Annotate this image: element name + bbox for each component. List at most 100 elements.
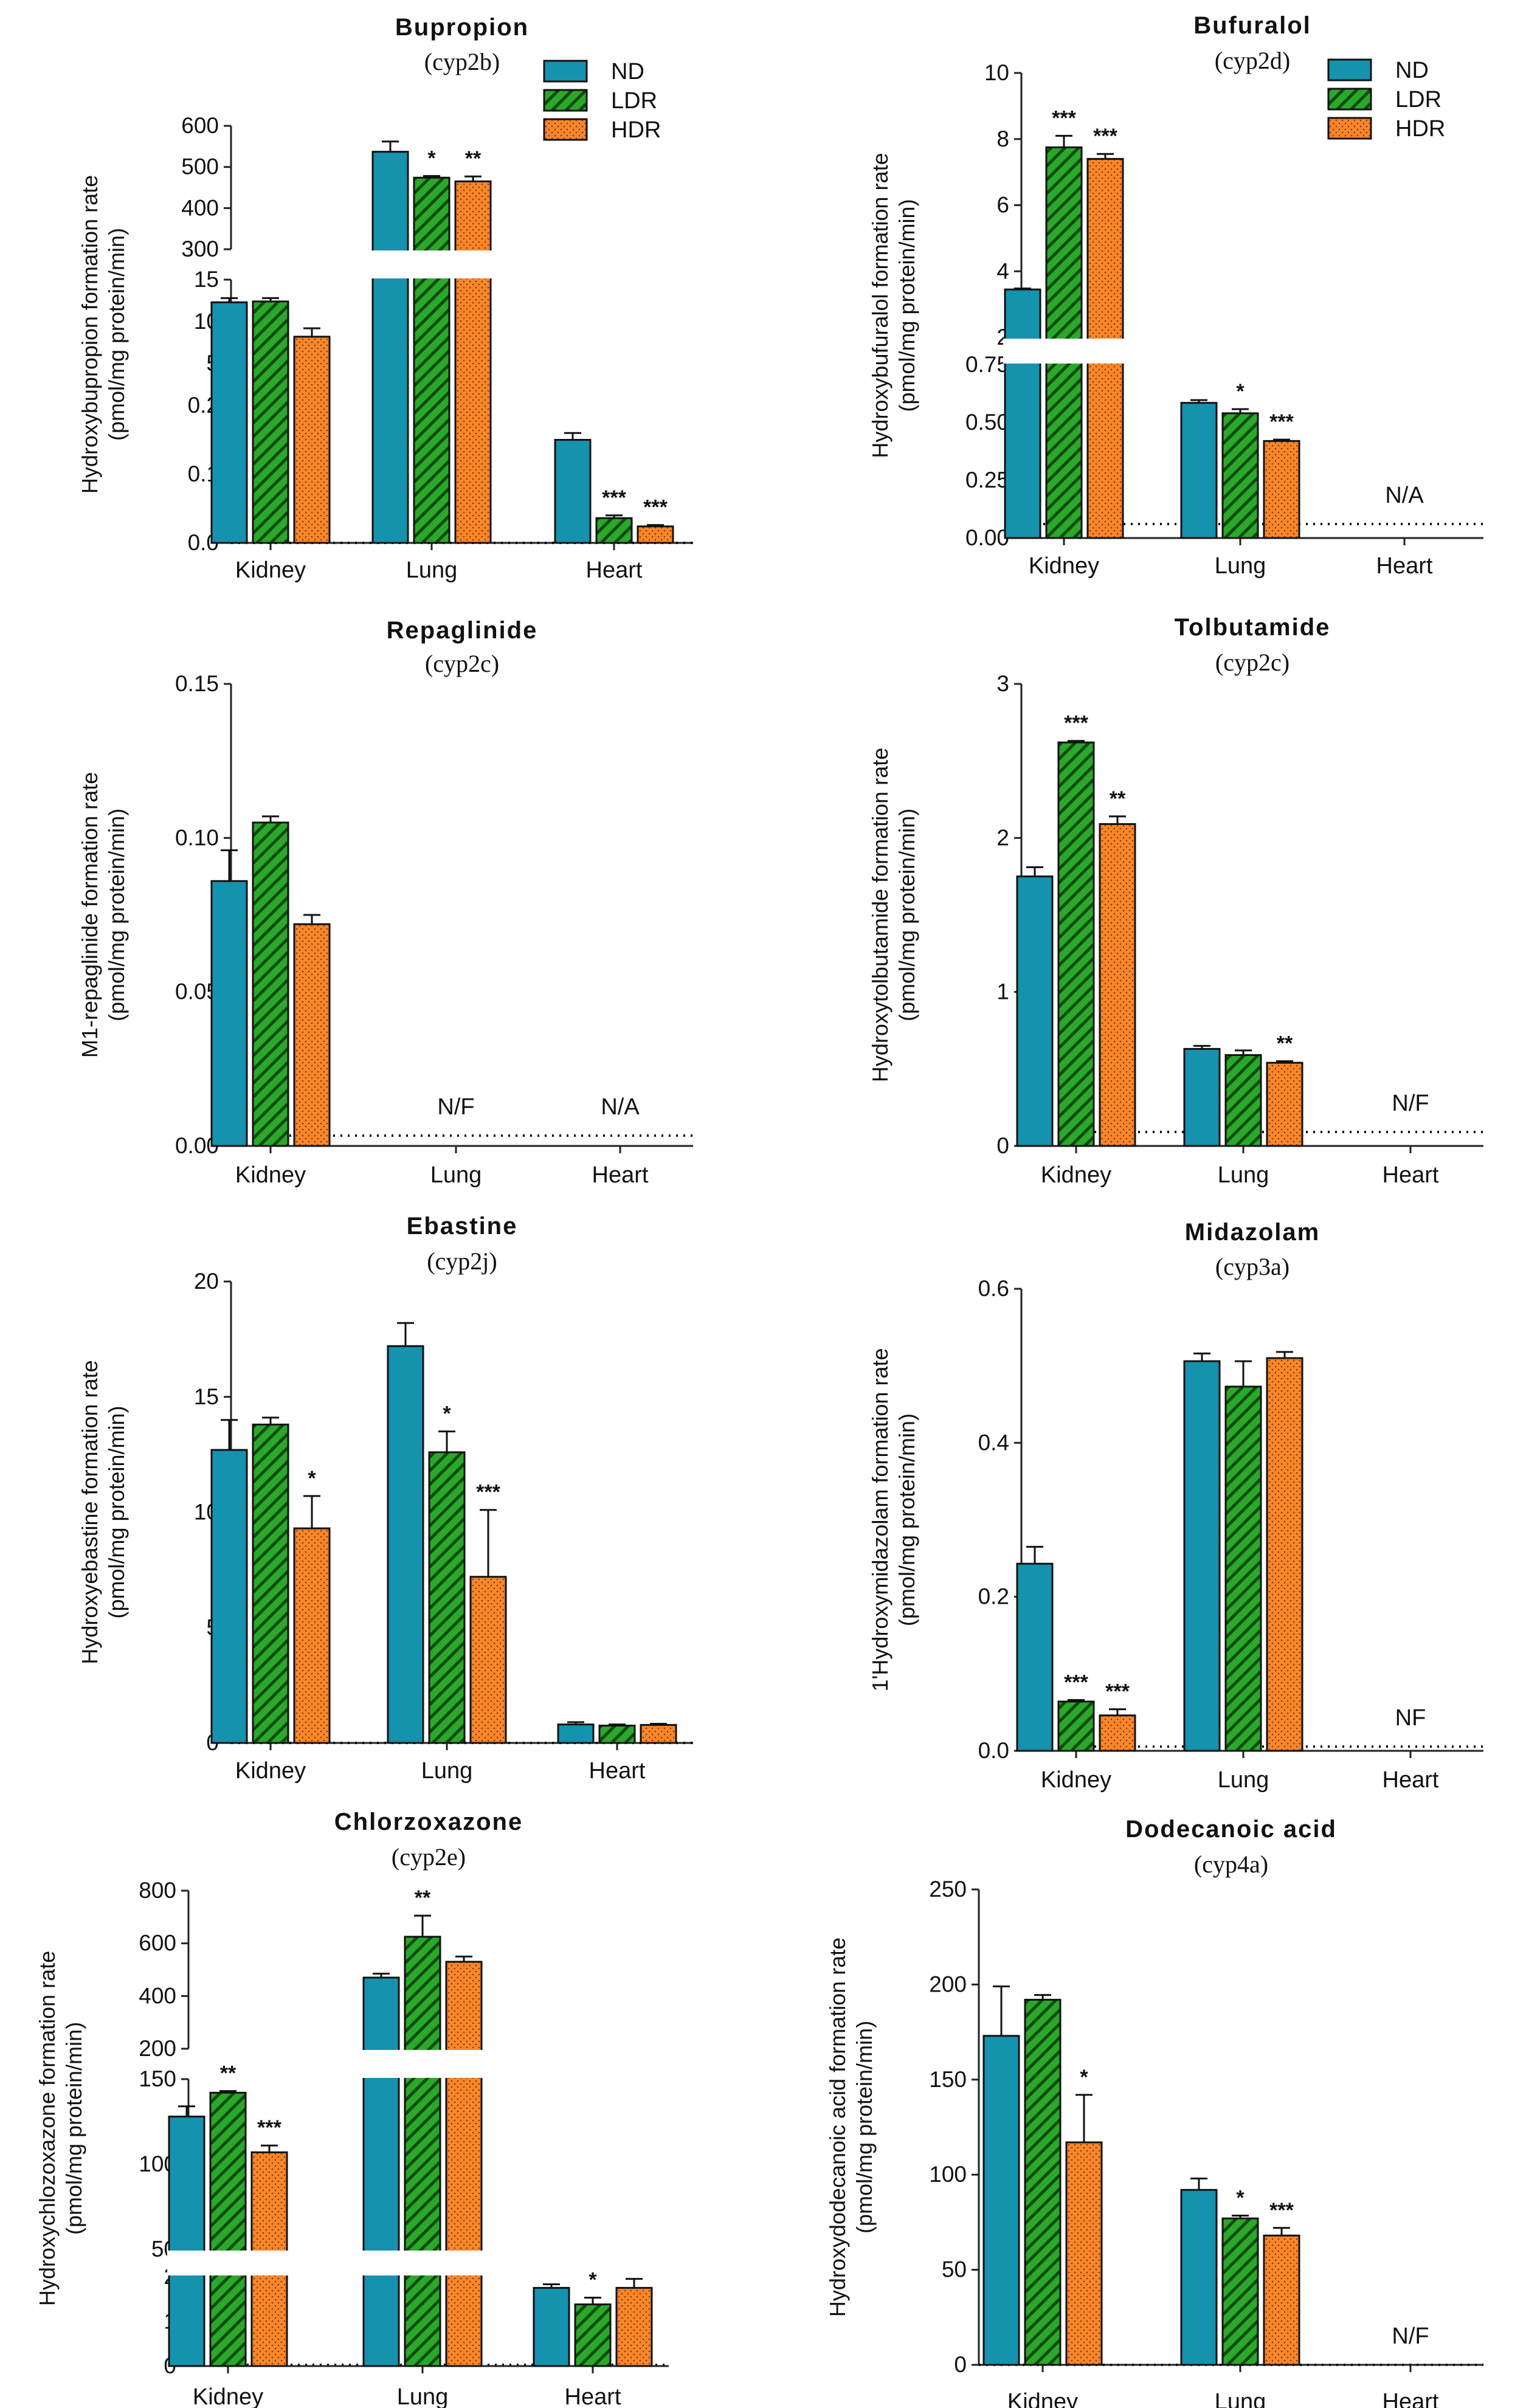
- chart-panel-1: Bupropion (cyp2b) Hydroxybupropion formati…: [77, 14, 693, 583]
- bar-ldr-kidney: [1057, 741, 1095, 1147]
- y-axis-label: M1-repaglinide formation rate (pmol/mg pr…: [77, 772, 129, 1058]
- bar-ldr-kidney: [1024, 1998, 1062, 2366]
- x-category-label: Kidney: [235, 557, 306, 583]
- y-tick-label: 0.15: [175, 671, 219, 696]
- not-available-note: N/F: [1392, 1091, 1429, 1116]
- significance-stars: ***: [1052, 106, 1076, 129]
- y-tick-label: 200: [929, 1972, 967, 1996]
- axis-break-gap: [167, 2251, 206, 2275]
- y-axis-label-line1: Hydroxybupropion formation rate: [77, 175, 102, 494]
- significance-stars: *: [1080, 2066, 1088, 2089]
- axis-break-gap: [1044, 339, 1083, 364]
- chart-subtitle: (cyp4a): [1194, 1851, 1268, 1878]
- bar-hdr-heart: [640, 1723, 677, 1744]
- bar-hdr-heart: [637, 525, 674, 544]
- significance-stars: ***: [602, 486, 626, 509]
- bar-hdr-lung: [1263, 2234, 1300, 2366]
- y-axis-label-line1: Hydroxydodecanoic acid formation rate: [825, 1937, 850, 2317]
- significance-stars: ***: [1064, 712, 1088, 735]
- axis-break-gap: [403, 2050, 442, 2078]
- chart-title: Bufuralol: [1193, 12, 1311, 39]
- chart-title: Dodecanoic acid: [1125, 1816, 1337, 1843]
- bar-hdr-lung: [454, 180, 492, 544]
- x-category-label: Kidney: [193, 2384, 263, 2408]
- y-tick-label: 150: [929, 2067, 967, 2092]
- bar-ldr-kidney: [209, 2091, 247, 2367]
- y-axis-label-line2: (pmol/mg protein/min): [104, 809, 129, 1021]
- significance-stars: ***: [1093, 125, 1117, 148]
- significance-stars: **: [220, 2062, 236, 2085]
- bar-hdr-kidney: [293, 336, 331, 544]
- y-tick-label: 400: [139, 1983, 176, 2008]
- legend-label-ldr: LDR: [611, 88, 657, 114]
- bar-ldr-lung: [1221, 412, 1259, 539]
- axis-break-gap: [362, 2050, 401, 2078]
- legend-label-nd: ND: [611, 59, 644, 85]
- axis-break-gap: [209, 2251, 247, 2275]
- y-tick-label: 2: [996, 825, 1009, 850]
- x-category-label: Lung: [1218, 1162, 1269, 1188]
- y-tick-label: 200: [139, 2036, 176, 2061]
- legend-swatch-hdr: [543, 118, 588, 141]
- significance-stars: ***: [257, 2116, 281, 2139]
- bar-nd-lung: [362, 1976, 400, 2367]
- y-tick-label: 0.25: [965, 467, 1009, 492]
- bar-nd-lung: [1183, 1047, 1221, 1147]
- not-available-note: N/F: [437, 1094, 474, 1120]
- x-category-label: Heart: [1383, 1162, 1439, 1188]
- legend: ND LDR HDR: [1327, 58, 1445, 142]
- chart-panel-6: Midazolam (cyp3a) 1'Hydroxymidazolam forma…: [868, 1219, 1483, 1793]
- bar-nd-kidney: [210, 301, 248, 544]
- significance-stars: ***: [643, 496, 668, 519]
- y-axis-label: Hydroxychlozoxazone formation rate (pmol/…: [35, 1951, 86, 2306]
- chart-panel-2: Bufuralol (cyp2d) Hydroxybufuralol formati…: [868, 12, 1483, 579]
- chart-subtitle: (cyp2c): [425, 650, 499, 677]
- chart-panel-4: Tolbutamide (cyp2c) Hydroxytolbutamide for…: [868, 614, 1483, 1188]
- significance-stars: *: [427, 147, 436, 170]
- axis-break-gap: [250, 2251, 289, 2275]
- significance-stars: ***: [1269, 2199, 1294, 2222]
- y-tick-label: 0.10: [175, 825, 219, 850]
- y-tick-label: 300: [181, 236, 219, 261]
- chart-subtitle: (cyp3a): [1215, 1253, 1290, 1280]
- significance-stars: *: [1236, 380, 1245, 403]
- x-category-label: Kidney: [1007, 2389, 1078, 2408]
- bar-ldr-lung: [404, 1936, 441, 2367]
- axis-break-gap: [412, 250, 451, 278]
- bar-nd-lung: [387, 1345, 424, 1744]
- chart-title: Chlorzoxazone: [334, 1809, 523, 1835]
- y-tick-label: 0: [996, 1133, 1009, 1158]
- y-tick-label: 250: [929, 1877, 967, 1902]
- x-category-label: Heart: [1383, 1767, 1439, 1793]
- y-axis-label-line2: (pmol/mg protein/min): [104, 228, 129, 441]
- bar-ldr-lung: [413, 176, 451, 544]
- y-axis-label-line2: (pmol/mg protein/min): [104, 1406, 129, 1618]
- not-available-note: NF: [1395, 1705, 1426, 1731]
- significance-stars: **: [1277, 1032, 1293, 1055]
- x-category-label: Kidney: [1029, 553, 1099, 579]
- y-axis-label-line1: Hydroxyebastine formation rate: [77, 1360, 102, 1664]
- y-tick-label: 0: [954, 2352, 967, 2377]
- bar-nd-lung: [1183, 1360, 1221, 1752]
- significance-stars: **: [1110, 787, 1126, 810]
- y-tick-label: 0.2: [978, 1584, 1009, 1609]
- y-tick-label: 10: [984, 60, 1009, 85]
- y-tick-label: 50: [942, 2257, 967, 2282]
- bar-nd-kidney: [1016, 875, 1054, 1147]
- bar-ldr-heart: [595, 517, 633, 544]
- bar-hdr-kidney: [1099, 1714, 1136, 1752]
- bar-hdr-kidney: [293, 1527, 331, 1744]
- x-category-label: Heart: [589, 1758, 646, 1784]
- y-axis-label-line2: (pmol/mg protein/min): [894, 199, 919, 412]
- significance-stars: *: [1236, 2186, 1245, 2209]
- legend-swatch-nd: [1327, 58, 1372, 81]
- x-category-label: Lung: [1218, 1767, 1269, 1793]
- x-category-label: Heart: [586, 557, 643, 583]
- chart-title: Tolbutamide: [1175, 614, 1331, 641]
- y-axis-label-line2: (pmol/mg protein/min): [852, 2021, 877, 2234]
- significance-stars: *: [308, 1467, 316, 1490]
- y-axis-label: Hydroxybufuralol formation rate (pmol/mg …: [868, 153, 919, 458]
- y-tick-label: 4: [996, 258, 1009, 283]
- bar-nd-kidney: [168, 2116, 205, 2367]
